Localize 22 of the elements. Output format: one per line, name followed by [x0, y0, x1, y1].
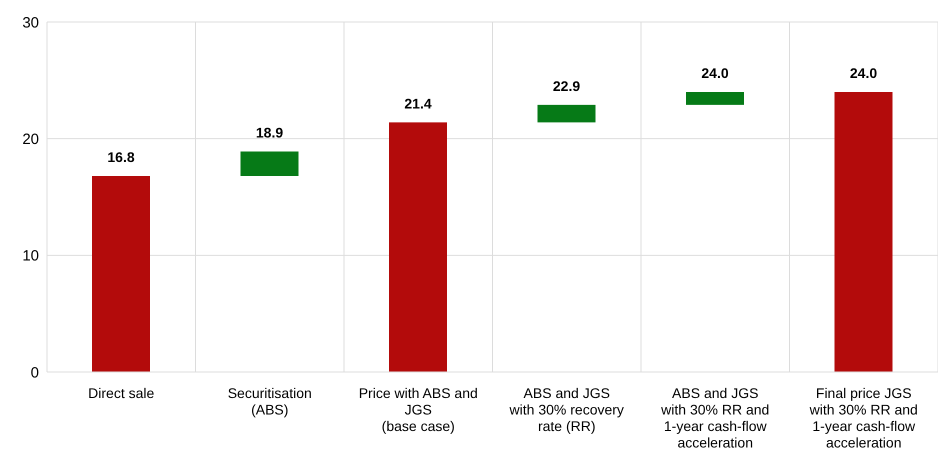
- bar: [834, 92, 892, 372]
- data-label: 16.8: [107, 149, 135, 165]
- x-tick-label: Securitisation (ABS): [228, 385, 312, 418]
- y-tick-label: 30: [22, 14, 39, 32]
- data-label: 24.0: [850, 65, 878, 81]
- x-tick-label: Direct sale: [88, 385, 155, 401]
- bar: [240, 152, 298, 176]
- y-tick-label: 20: [22, 130, 39, 148]
- y-tick-label: 0: [30, 364, 39, 382]
- bar: [538, 104, 596, 122]
- x-tick-label: Final price JGS with 30% RR and 1-year cash-flow acceleration: [808, 385, 918, 450]
- bar: [686, 92, 744, 105]
- x-tick-label: Price with ABS and JGS (base case): [358, 385, 478, 434]
- data-label: 21.4: [404, 95, 432, 112]
- data-label: 18.9: [256, 124, 284, 140]
- data-label: 24.0: [701, 65, 729, 81]
- x-tick-label: ABS and JGS with 30% recovery rate (RR): [508, 385, 624, 434]
- x-tick-label: ABS and JGS with 30% RR and 1-year cash-flow acceleration: [660, 385, 770, 450]
- bar: [389, 122, 447, 372]
- y-tick-label: 10: [22, 248, 39, 265]
- data-label: 22.9: [552, 78, 580, 94]
- bar: [92, 176, 150, 372]
